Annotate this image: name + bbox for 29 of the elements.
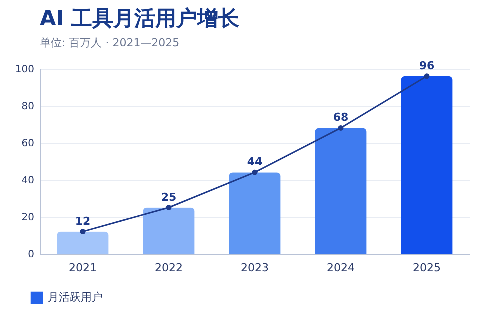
chart-subtitle: 单位: 百万人 · 2021—2025 bbox=[40, 36, 180, 50]
chart-title: AI 工具月活用户增长 bbox=[40, 6, 240, 30]
bar bbox=[315, 128, 367, 254]
y-tick-label: 60 bbox=[22, 138, 34, 150]
point bbox=[166, 205, 172, 210]
x-tick-label: 2021 bbox=[69, 262, 97, 274]
point bbox=[80, 229, 86, 235]
bar bbox=[401, 76, 453, 254]
x-tick-label: 2025 bbox=[413, 262, 441, 274]
bar bbox=[143, 208, 195, 254]
point bbox=[252, 170, 258, 176]
point bbox=[424, 74, 430, 80]
data-label: 44 bbox=[247, 156, 263, 169]
x-tick-label: 2024 bbox=[327, 262, 355, 274]
y-tick-label: 80 bbox=[22, 102, 34, 112]
data-label: 96 bbox=[419, 59, 435, 72]
text: 月活跃用户 bbox=[48, 291, 103, 304]
point bbox=[338, 125, 344, 131]
bar bbox=[57, 232, 109, 254]
bar bbox=[229, 172, 281, 254]
x-tick-label: 2022 bbox=[155, 262, 183, 274]
data-label: 25 bbox=[161, 190, 177, 204]
data-label: 12 bbox=[75, 214, 91, 228]
x-tick-label: 2023 bbox=[241, 262, 269, 274]
y-tick-label: 40 bbox=[22, 176, 34, 186]
y-tick-label: 20 bbox=[22, 212, 34, 224]
y-tick-label: 0 bbox=[28, 250, 34, 260]
y-tick-label: 100 bbox=[15, 64, 34, 76]
data-label: 68 bbox=[333, 111, 349, 124]
